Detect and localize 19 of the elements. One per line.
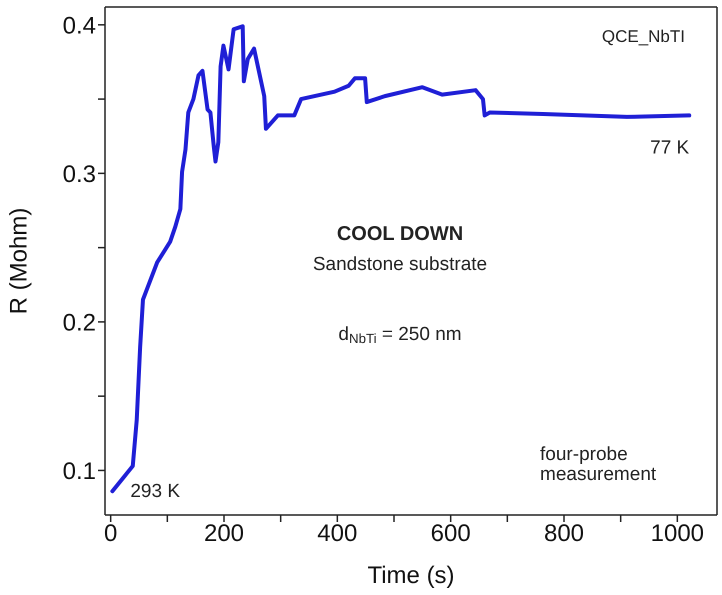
x-tick-label: 1000 — [650, 520, 704, 548]
y-tick-label: 0.3 — [62, 160, 96, 188]
annotation: 293 K — [130, 481, 180, 502]
x-axis-title: Time (s) — [367, 562, 455, 589]
x-tick-label: 400 — [317, 520, 358, 548]
annotation: four-probe measurement — [540, 444, 657, 485]
annotation: 77 K — [650, 137, 690, 158]
annotation: COOL DOWN — [336, 223, 464, 245]
y-axis-title: R (Mohm) — [6, 208, 33, 314]
y-tick-label: 0.2 — [62, 309, 96, 336]
y-tick-label: 0.4 — [62, 12, 96, 40]
y-tick-label: 0.1 — [62, 458, 96, 485]
x-tick-label: 200 — [204, 520, 244, 548]
x-tick-label: 0 — [104, 520, 118, 548]
annotation: Sandstone substrate — [312, 254, 488, 275]
annotation: d$_{NbTi}$ = 250 nm — [338, 324, 462, 346]
x-tick-label: 800 — [544, 520, 584, 548]
annotation: QCE_NbTI — [602, 27, 685, 46]
x-tick-label: 600 — [430, 520, 471, 548]
